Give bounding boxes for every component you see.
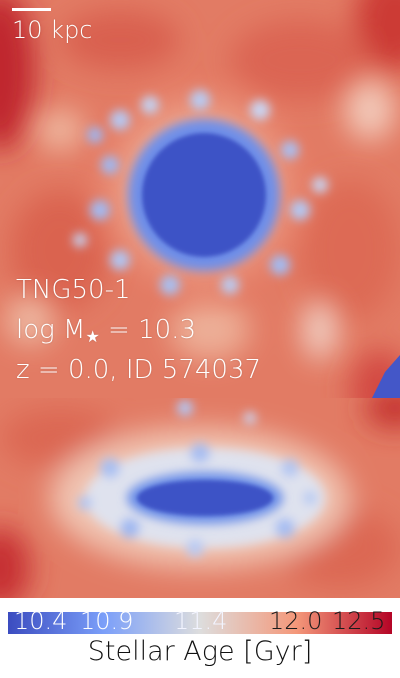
colorbar-tick-label: 12.5 bbox=[332, 607, 386, 635]
scale-bar bbox=[12, 8, 51, 11]
scale-bar-label: 10 kpc bbox=[12, 16, 93, 44]
edge-on-age-map bbox=[0, 398, 400, 598]
colorbar-tick-label: 10.9 bbox=[80, 607, 134, 635]
simulation-name: TNG50-1 bbox=[16, 275, 131, 305]
mass-prefix: log M bbox=[16, 315, 86, 345]
mass-value: = 10.3 bbox=[99, 315, 196, 345]
colorbar-tick-label: 10.4 bbox=[14, 607, 68, 635]
face-on-age-map: 10 kpc TNG50-1 log M★ = 10.3 z = 0.0, ID… bbox=[0, 0, 400, 398]
stellar-mass-label: log M★ = 10.3 bbox=[16, 315, 196, 346]
colorbar bbox=[8, 612, 392, 634]
star-subscript: ★ bbox=[85, 327, 100, 346]
colorbar-tick-label: 11.4 bbox=[174, 607, 228, 635]
colorbar-title: Stellar Age [Gyr] bbox=[87, 636, 313, 667]
colorbar-tick-label: 12.0 bbox=[269, 607, 323, 635]
redshift-id-label: z = 0.0, ID 574037 bbox=[16, 355, 262, 385]
